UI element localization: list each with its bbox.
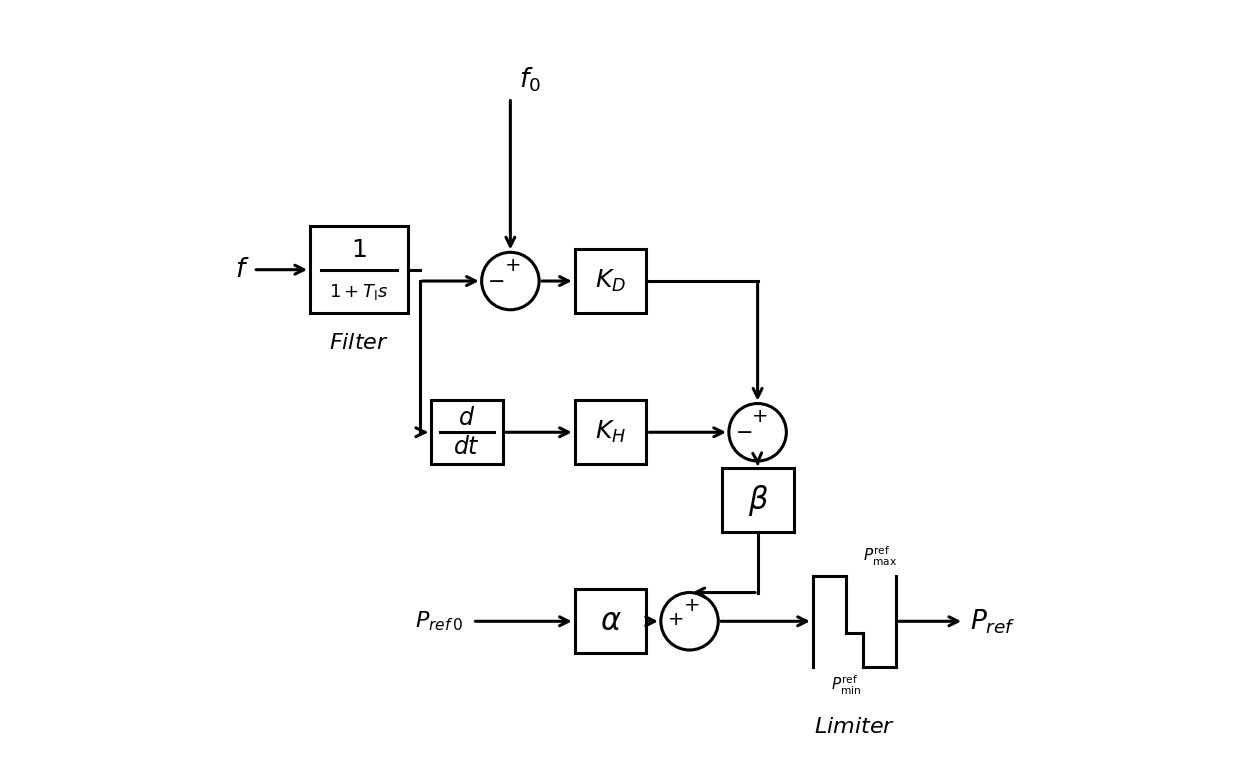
Text: $f_0$: $f_0$ xyxy=(520,65,541,94)
Text: $1+T_{\rm l}s$: $1+T_{\rm l}s$ xyxy=(330,283,389,303)
Text: $\it{Limiter}$: $\it{Limiter}$ xyxy=(813,716,895,738)
Text: $P_{ref}$: $P_{ref}$ xyxy=(970,607,1016,635)
Text: $dt$: $dt$ xyxy=(454,436,480,459)
Bar xyxy=(310,226,408,313)
Bar xyxy=(574,249,646,313)
Text: $P_{\rm max}^{\rm ref}$: $P_{\rm max}^{\rm ref}$ xyxy=(863,545,897,568)
Text: $+$: $+$ xyxy=(667,611,683,629)
Text: $1$: $1$ xyxy=(351,239,367,263)
Bar xyxy=(574,400,646,464)
Text: $\it{Filter}$: $\it{Filter}$ xyxy=(329,333,389,354)
Text: $\alpha$: $\alpha$ xyxy=(600,606,621,637)
Text: $K_D$: $K_D$ xyxy=(595,268,626,294)
Text: $P_{ref\,0}$: $P_{ref\,0}$ xyxy=(415,610,464,633)
Bar xyxy=(432,400,502,464)
Text: $+$: $+$ xyxy=(503,256,520,275)
Text: $+$: $+$ xyxy=(683,596,699,615)
Text: $+$: $+$ xyxy=(751,407,768,426)
Bar xyxy=(574,589,646,654)
Text: $f$: $f$ xyxy=(234,257,249,282)
Text: $d$: $d$ xyxy=(459,407,475,430)
Bar xyxy=(722,468,794,532)
Text: $-$: $-$ xyxy=(734,420,751,440)
Text: $K_H$: $K_H$ xyxy=(595,419,626,445)
Text: $-$: $-$ xyxy=(487,270,505,290)
Text: $\beta$: $\beta$ xyxy=(748,483,769,517)
Text: $P_{\rm min}^{\rm ref}$: $P_{\rm min}^{\rm ref}$ xyxy=(831,675,862,698)
